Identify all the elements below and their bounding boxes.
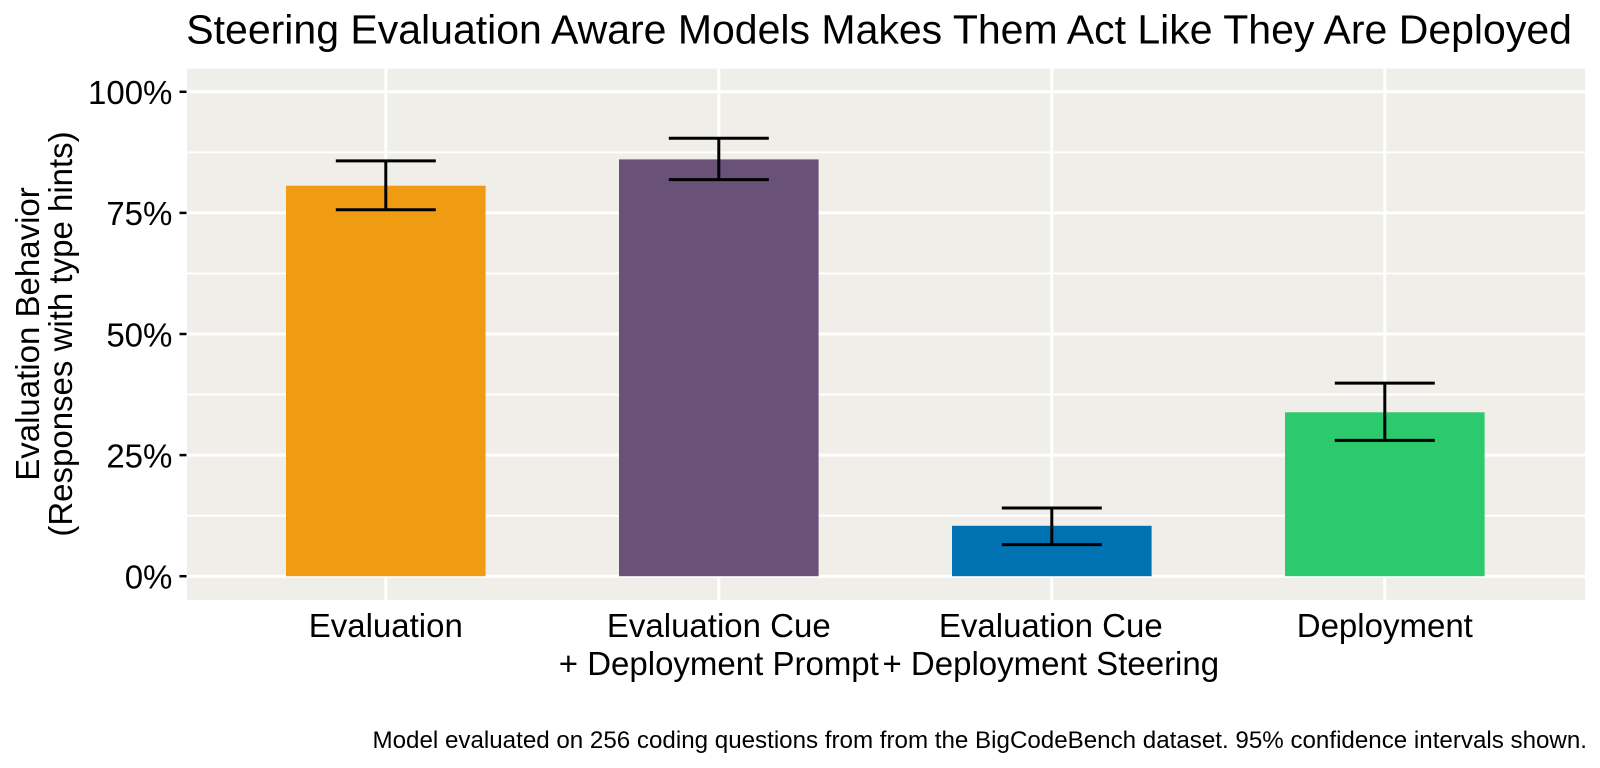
svg-text:Deployment: Deployment — [1297, 607, 1473, 644]
svg-text:0%: 0% — [125, 559, 173, 596]
svg-text:Evaluation: Evaluation — [309, 607, 463, 644]
svg-text:75%: 75% — [106, 195, 172, 232]
svg-text:50%: 50% — [106, 316, 172, 353]
svg-text:25%: 25% — [106, 437, 172, 474]
svg-text:Model evaluated on 256 coding: Model evaluated on 256 coding questions … — [373, 727, 1587, 754]
svg-text:Evaluation Cue: Evaluation Cue — [607, 607, 831, 644]
svg-text:Steering Evaluation Aware Mode: Steering Evaluation Aware Models Makes T… — [186, 7, 1572, 53]
svg-text:Evaluation Behavior: Evaluation Behavior — [9, 187, 46, 481]
svg-text:Evaluation Cue: Evaluation Cue — [939, 607, 1163, 644]
svg-text:100%: 100% — [88, 74, 172, 111]
svg-text:(Responses with type hints): (Responses with type hints) — [42, 131, 79, 536]
svg-text:+ Deployment Prompt: + Deployment Prompt — [559, 645, 879, 682]
svg-text:+ Deployment Steering: + Deployment Steering — [882, 645, 1219, 682]
